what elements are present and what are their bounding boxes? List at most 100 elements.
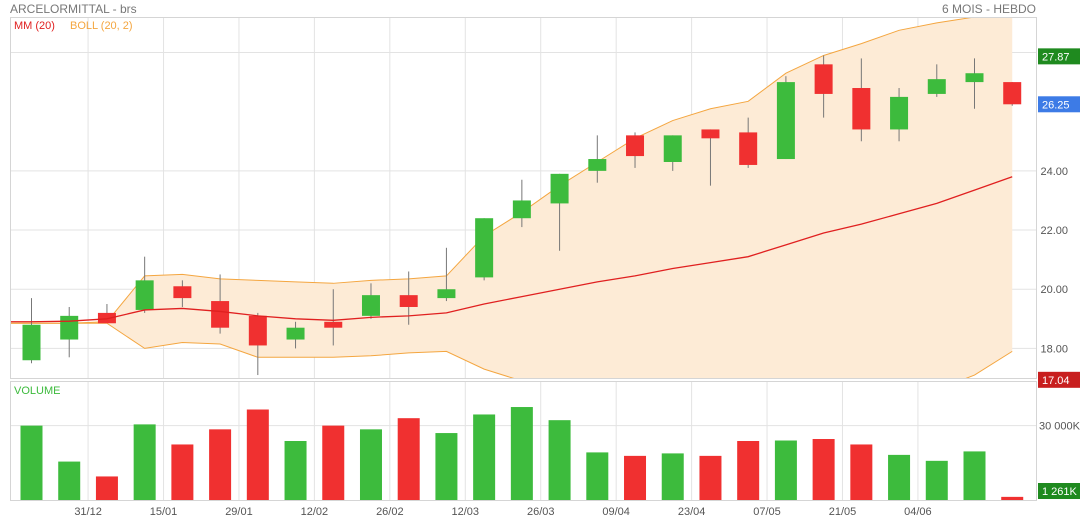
candle bbox=[22, 298, 41, 364]
price-tick-label: 18.00 bbox=[1040, 343, 1068, 355]
candle-body bbox=[248, 315, 267, 346]
candlesticks bbox=[22, 55, 1022, 376]
volume-bar bbox=[812, 439, 835, 500]
value-badges: 27.87 26.25 17.04 1 261K bbox=[1038, 48, 1080, 499]
candle-body bbox=[890, 96, 909, 130]
candle bbox=[701, 129, 720, 186]
candle bbox=[60, 306, 79, 358]
candle bbox=[663, 135, 682, 171]
legend-mm: MM (20) bbox=[14, 20, 55, 32]
volume-bar bbox=[699, 455, 722, 500]
volume-bar bbox=[58, 461, 81, 500]
volume-bar bbox=[737, 440, 760, 500]
last-price-badge: 26.25 bbox=[1038, 96, 1080, 113]
candle-body bbox=[739, 132, 758, 165]
volume-bar bbox=[95, 476, 118, 500]
candle bbox=[550, 173, 569, 251]
candle-body bbox=[97, 312, 116, 324]
volume-badge: 1 261K bbox=[1038, 483, 1080, 499]
candle bbox=[475, 218, 494, 281]
candle bbox=[173, 280, 192, 307]
upper-band-badge-text: 27.87 bbox=[1042, 51, 1070, 63]
candle-body bbox=[437, 289, 456, 299]
candle bbox=[437, 247, 456, 302]
bollinger-fill bbox=[10, 17, 1013, 378]
candle-body bbox=[965, 73, 984, 83]
candle-body bbox=[663, 135, 682, 162]
candle-body bbox=[286, 327, 305, 340]
candle-body bbox=[512, 200, 531, 219]
date-tick-label: 15/01 bbox=[150, 506, 178, 518]
volume-bar bbox=[661, 453, 684, 500]
candle-body bbox=[701, 129, 720, 139]
moving-average bbox=[10, 176, 1013, 323]
price-tick-label: 20.00 bbox=[1040, 284, 1068, 296]
candle bbox=[211, 274, 230, 334]
upper-band-badge-bg bbox=[1038, 48, 1080, 65]
candle bbox=[248, 312, 267, 376]
volume-bar bbox=[624, 455, 647, 500]
date-tick-label: 26/02 bbox=[376, 506, 404, 518]
candle-body bbox=[475, 218, 494, 278]
volume-bar bbox=[850, 444, 873, 500]
candle bbox=[286, 321, 305, 349]
candle-body bbox=[60, 315, 79, 340]
volume-bar bbox=[888, 454, 911, 500]
date-tick-label: 04/06 bbox=[904, 506, 932, 518]
legend-volume: VOLUME bbox=[14, 385, 60, 397]
volume-bar bbox=[284, 440, 307, 500]
volume-badge-bg bbox=[1038, 483, 1080, 499]
candle-body bbox=[324, 321, 343, 328]
volume-bar bbox=[473, 414, 496, 500]
candle-body bbox=[814, 64, 833, 94]
volume-bar bbox=[397, 418, 420, 500]
candle-body bbox=[852, 88, 871, 130]
volume-bar bbox=[510, 407, 533, 500]
volume-bar bbox=[586, 452, 609, 500]
volume-bar bbox=[20, 425, 43, 500]
volume-bar bbox=[963, 451, 986, 500]
date-tick-label: 07/05 bbox=[753, 506, 781, 518]
candle bbox=[927, 64, 946, 97]
candle bbox=[512, 179, 531, 228]
candle bbox=[852, 58, 871, 142]
legend: MM (20) BOLL (20, 2) VOLUME bbox=[14, 20, 133, 397]
volume-bar bbox=[246, 409, 269, 500]
volume-bar bbox=[209, 429, 232, 500]
candle bbox=[135, 256, 154, 313]
volume-panel-frame bbox=[10, 381, 1037, 501]
price-panel-frame bbox=[10, 17, 1037, 379]
last-price-badge-text: 26.25 bbox=[1042, 99, 1070, 111]
volume-badge-text: 1 261K bbox=[1042, 486, 1078, 498]
lower-band-badge-text: 17.04 bbox=[1042, 375, 1070, 387]
date-tick-label: 31/12 bbox=[74, 506, 102, 518]
date-tick-label: 12/03 bbox=[452, 506, 480, 518]
volume-bar bbox=[133, 424, 156, 500]
volume-bar bbox=[774, 440, 797, 500]
candle-body bbox=[361, 295, 380, 316]
lower-band-badge: 17.04 bbox=[1038, 371, 1080, 388]
candle-body bbox=[399, 295, 418, 307]
volume-bar bbox=[435, 433, 458, 500]
candle bbox=[739, 117, 758, 168]
bollinger-lower-line bbox=[10, 322, 1013, 378]
mm20-line bbox=[10, 176, 1013, 323]
candle bbox=[324, 289, 343, 346]
volume-tick-label: 30 000K bbox=[1039, 421, 1081, 433]
candle-body bbox=[1003, 82, 1022, 105]
date-tick-label: 21/05 bbox=[829, 506, 857, 518]
candle bbox=[1003, 82, 1022, 106]
volume-bar bbox=[322, 425, 345, 500]
candle-body bbox=[550, 173, 569, 204]
candle-body bbox=[173, 286, 192, 299]
date-tick-label: 29/01 bbox=[225, 506, 253, 518]
bollinger-bands bbox=[10, 17, 1013, 378]
candle bbox=[361, 283, 380, 319]
period-label[interactable]: 6 MOIS - HEBDO bbox=[941, 2, 1036, 16]
candle-body bbox=[211, 301, 230, 328]
volume-bar bbox=[548, 420, 571, 500]
price-tick-label: 24.00 bbox=[1040, 166, 1068, 178]
panel-frames bbox=[10, 17, 1037, 501]
